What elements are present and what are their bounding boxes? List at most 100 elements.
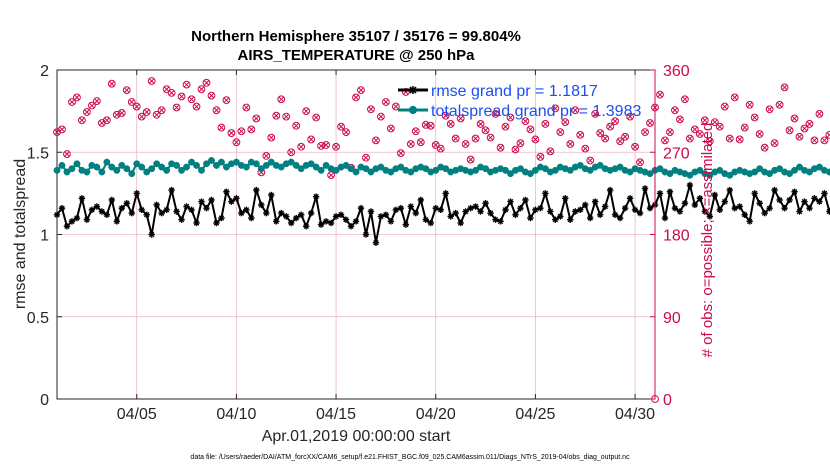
obs-assimilated-point (408, 141, 414, 147)
rmse-star-d2 (158, 210, 165, 216)
obs-assimilated-cross-b (771, 140, 778, 146)
rmse-star-d2 (368, 208, 374, 215)
rmse-point (547, 208, 554, 215)
obs-possible-point (656, 90, 664, 99)
obs-assimilated-cross-b (532, 136, 539, 143)
rmse-star-d2 (288, 220, 294, 226)
rmse-star-d2 (592, 198, 598, 205)
rmse-point (786, 196, 793, 204)
totalspread-point (292, 161, 300, 169)
obs-assimilated-cross-b (517, 140, 524, 146)
obs-assimilated-point (597, 130, 603, 136)
obs-assimilated-point (522, 118, 529, 124)
x-tick-label-1: 04/10 (216, 406, 256, 423)
obs-assimilated-cross-b (198, 86, 205, 92)
rmse-point (183, 203, 190, 210)
rmse-star-d2 (667, 188, 673, 195)
rmse-point (387, 218, 395, 225)
rmse-star-d2 (69, 218, 75, 225)
obs-possible-point (591, 109, 600, 118)
totalspread-point (716, 166, 724, 174)
rmse-point (83, 216, 91, 223)
obs-assimilated-cross-b (313, 114, 319, 121)
totalspread-point (297, 165, 305, 173)
rmse-point (582, 201, 589, 209)
obs-assimilated-cross-b (682, 96, 688, 102)
obs-possible-point (616, 137, 625, 146)
obs-assimilated-cross-b (358, 87, 364, 93)
rmse-star-d2 (761, 210, 768, 216)
rmse-star-d2 (263, 210, 270, 216)
obs-assimilated-point (303, 108, 309, 114)
obs-possible-point (372, 136, 380, 145)
obs-assimilated-cross-b (413, 128, 419, 134)
totalspread-point (83, 168, 91, 176)
obs-assimilated-cross-b (178, 93, 185, 100)
obs-possible-point (137, 112, 146, 121)
rmse-star-d2 (163, 207, 170, 213)
obs-assimilated-cross-b (667, 129, 673, 135)
obs-possible-point (406, 140, 415, 148)
obs-assimilated-point (642, 129, 648, 135)
obs-assimilated-point (602, 135, 608, 142)
obs-assimilated-cross-b (433, 142, 439, 148)
rmse-star-d2 (278, 210, 284, 216)
obs-possible-point (681, 95, 689, 104)
rmse-star-d2 (258, 202, 265, 208)
rmse-star-d2 (707, 213, 713, 220)
rmse-star-d2 (84, 216, 90, 223)
obs-assimilated-point (74, 94, 80, 101)
rmse-point (701, 208, 709, 215)
rmse-star-d2 (801, 198, 808, 205)
obs-possible-point (192, 102, 201, 111)
rmse-star-d2 (173, 208, 180, 215)
obs-assimilated-point (632, 144, 638, 150)
rmse-star-d2 (617, 215, 623, 221)
obs-assimilated-cross-b (737, 136, 743, 143)
obs-assimilated-cross-b (462, 141, 469, 147)
rmse-point (821, 190, 828, 197)
obs-assimilated-point (487, 134, 494, 141)
obs-assimilated-point (667, 129, 673, 135)
rmse-star-d2 (183, 203, 190, 210)
rmse-star-d2 (557, 213, 564, 220)
obs-assimilated-point (826, 132, 830, 138)
obs-assimilated-cross-b (557, 129, 563, 135)
rmse-point (73, 214, 81, 222)
rmse-star-d2 (348, 223, 354, 230)
x-tick-label-2: 04/15 (316, 406, 356, 423)
rmse-star-d2 (771, 187, 778, 193)
obs-assimilated-cross-b (677, 116, 683, 123)
rmse-star-d2 (727, 187, 733, 193)
obs-possible-point (700, 116, 709, 125)
rmse-star-d2 (129, 210, 135, 216)
rmse-point (98, 208, 106, 215)
rmse-point (671, 204, 679, 212)
rmse-point (327, 219, 335, 227)
totalspread-point (133, 160, 141, 168)
rmse-star-d2 (562, 195, 569, 202)
obs-assimilated-point (517, 140, 524, 146)
obs-assimilated-point (692, 126, 698, 133)
rmse-point (248, 214, 255, 222)
obs-possible-point (536, 152, 545, 161)
rmse-star-d2 (522, 197, 529, 203)
obs-possible-point (740, 123, 749, 132)
rmse-star-d2 (383, 212, 389, 218)
obs-possible-point (760, 143, 769, 152)
obs-assimilated-cross-b (547, 148, 554, 154)
obs-assimilated-cross-b (497, 145, 504, 151)
rmse-point (317, 221, 325, 228)
obs-assimilated-point (378, 113, 384, 120)
obs-possible-point (586, 156, 595, 165)
obs-possible-point (68, 98, 76, 106)
totalspread-point (128, 170, 136, 178)
rmse-star-d2 (532, 207, 539, 213)
rmse-point (616, 214, 624, 222)
rmse-star-d2 (188, 207, 195, 213)
obs-assimilated-point (253, 115, 259, 122)
obs-assimilated-point (781, 84, 788, 91)
totalspread-point (332, 166, 340, 174)
rmse-point (402, 221, 410, 228)
rmse-point (706, 213, 714, 220)
